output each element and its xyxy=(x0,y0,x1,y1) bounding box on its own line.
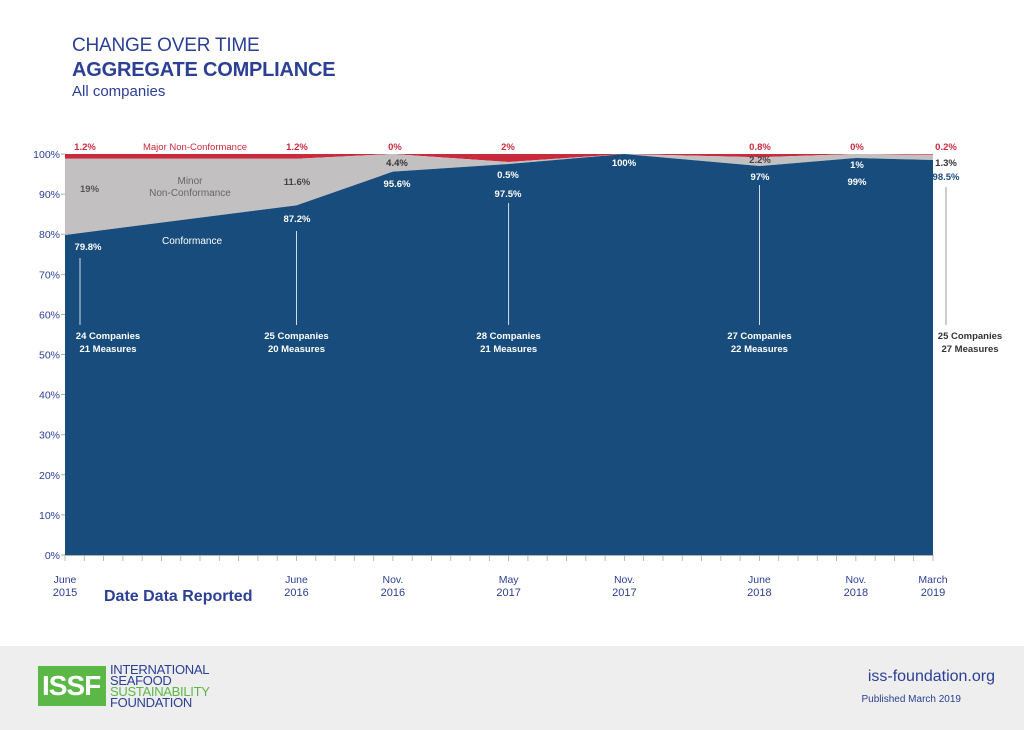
x-axis-title: Date Data Reported xyxy=(104,588,252,605)
y-tick-label: 80% xyxy=(39,229,60,241)
series-label-minor-line1: Minor xyxy=(177,176,203,187)
title-line-1: CHANGE OVER TIME xyxy=(72,35,260,56)
x-tick-label-year: 2018 xyxy=(747,587,771,599)
x-tick-label-year: 2016 xyxy=(284,587,308,599)
minor-data-label: 0.5% xyxy=(497,170,519,181)
minor-data-label: 19% xyxy=(80,184,100,195)
series-label-minor-line2: Non-Conformance xyxy=(149,188,231,199)
major-data-label: 0.8% xyxy=(749,142,771,153)
y-tick-label: 50% xyxy=(39,350,60,362)
minor-data-label: 4.4% xyxy=(386,158,408,169)
conformance-data-label: 97.5% xyxy=(495,189,522,200)
annotation-companies: 27 Companies xyxy=(727,331,791,342)
annotation-measures: 20 Measures xyxy=(268,344,325,355)
annotation-measures: 21 Measures xyxy=(480,344,537,355)
x-tick-label-year: 2016 xyxy=(381,587,405,599)
major-data-label: 0% xyxy=(388,142,402,153)
conformance-area xyxy=(65,154,933,555)
minor-data-label: 1.3% xyxy=(935,158,957,169)
major-nonconformance-area xyxy=(65,154,933,163)
major-data-label: 1.2% xyxy=(74,142,96,153)
title-line-2: AGGREGATE COMPLIANCE xyxy=(72,59,336,81)
issf-logo: ISSF xyxy=(38,666,106,706)
x-tick-label-year: 2018 xyxy=(844,587,868,599)
logo-mark: ISSF xyxy=(42,670,101,701)
conformance-data-label: 99% xyxy=(847,177,867,188)
y-tick-label: 60% xyxy=(39,309,60,321)
conformance-data-label: 87.2% xyxy=(284,214,311,225)
logo-line-2: SEAFOOD xyxy=(110,673,172,688)
logo-line-4: FOUNDATION xyxy=(110,695,192,710)
x-tick-label-year: 2015 xyxy=(53,587,77,599)
subtitle: All companies xyxy=(72,83,166,100)
logo-line-1: INTERNATIONAL xyxy=(110,662,210,677)
x-tick-label-month: Nov. xyxy=(614,574,635,586)
x-tick-label-month: Nov. xyxy=(383,574,404,586)
y-tick-label: 90% xyxy=(39,189,60,201)
minor-data-label: 2.2% xyxy=(749,155,771,166)
website-link[interactable]: iss-foundation.org xyxy=(867,668,995,685)
annotation-companies: 25 Companies xyxy=(938,331,1002,342)
x-tick-label-month: June xyxy=(285,574,308,586)
y-tick-label: 20% xyxy=(39,470,60,482)
conformance-data-label: 97% xyxy=(750,172,770,183)
annotation-companies: 28 Companies xyxy=(476,331,540,342)
minor-data-label: 11.6% xyxy=(284,177,311,188)
x-tick-label-month: May xyxy=(499,574,520,586)
footer: ISSF INTERNATIONAL SEAFOOD SUSTAINABILIT… xyxy=(0,646,1024,730)
y-tick-label: 40% xyxy=(39,390,60,402)
y-tick-label: 70% xyxy=(39,269,60,281)
major-data-label: 0% xyxy=(850,142,864,153)
annotation-companies: 25 Companies xyxy=(264,331,328,342)
series-label-major: Major Non-Conformance xyxy=(143,142,247,153)
y-tick-label: 100% xyxy=(33,149,60,161)
series-label-conformance: Conformance xyxy=(162,236,222,247)
logo-wordmark: INTERNATIONAL SEAFOOD SUSTAINABILITY FOU… xyxy=(110,662,210,710)
conformance-data-label: 79.8% xyxy=(75,242,102,253)
compliance-area-chart: 0%10%20%30%40%50%60%70%80%90%100%June201… xyxy=(33,142,1002,605)
y-tick-label: 0% xyxy=(45,550,60,562)
chart-title-block: CHANGE OVER TIME AGGREGATE COMPLIANCE Al… xyxy=(72,34,336,102)
minor-nonconformance-area xyxy=(65,154,933,236)
annotation-companies: 24 Companies xyxy=(76,331,140,342)
major-data-label: 1.2% xyxy=(286,142,308,153)
major-data-label: 0.2% xyxy=(935,142,957,153)
logo-line-3: SUSTAINABILITY xyxy=(110,684,210,699)
x-tick-label-year: 2019 xyxy=(921,587,945,599)
x-tick-label-month: June xyxy=(748,574,771,586)
conformance-data-label: 100% xyxy=(612,158,637,169)
y-tick-label: 30% xyxy=(39,430,60,442)
x-tick-label-month: March xyxy=(918,574,947,586)
annotation-measures: 27 Measures xyxy=(941,344,998,355)
annotation-measures: 21 Measures xyxy=(79,344,136,355)
annotation-measures: 22 Measures xyxy=(731,344,788,355)
x-tick-label-year: 2017 xyxy=(496,587,520,599)
y-tick-label: 10% xyxy=(39,510,60,522)
conformance-data-label: 98.5% xyxy=(933,172,960,183)
major-data-label: 2% xyxy=(501,142,515,153)
x-tick-label-month: June xyxy=(54,574,77,586)
x-tick-label-year: 2017 xyxy=(612,587,636,599)
published-date: Published March 2019 xyxy=(861,694,961,705)
conformance-data-label: 95.6% xyxy=(384,179,411,190)
minor-data-label: 1% xyxy=(850,160,864,171)
x-tick-label-month: Nov. xyxy=(845,574,866,586)
